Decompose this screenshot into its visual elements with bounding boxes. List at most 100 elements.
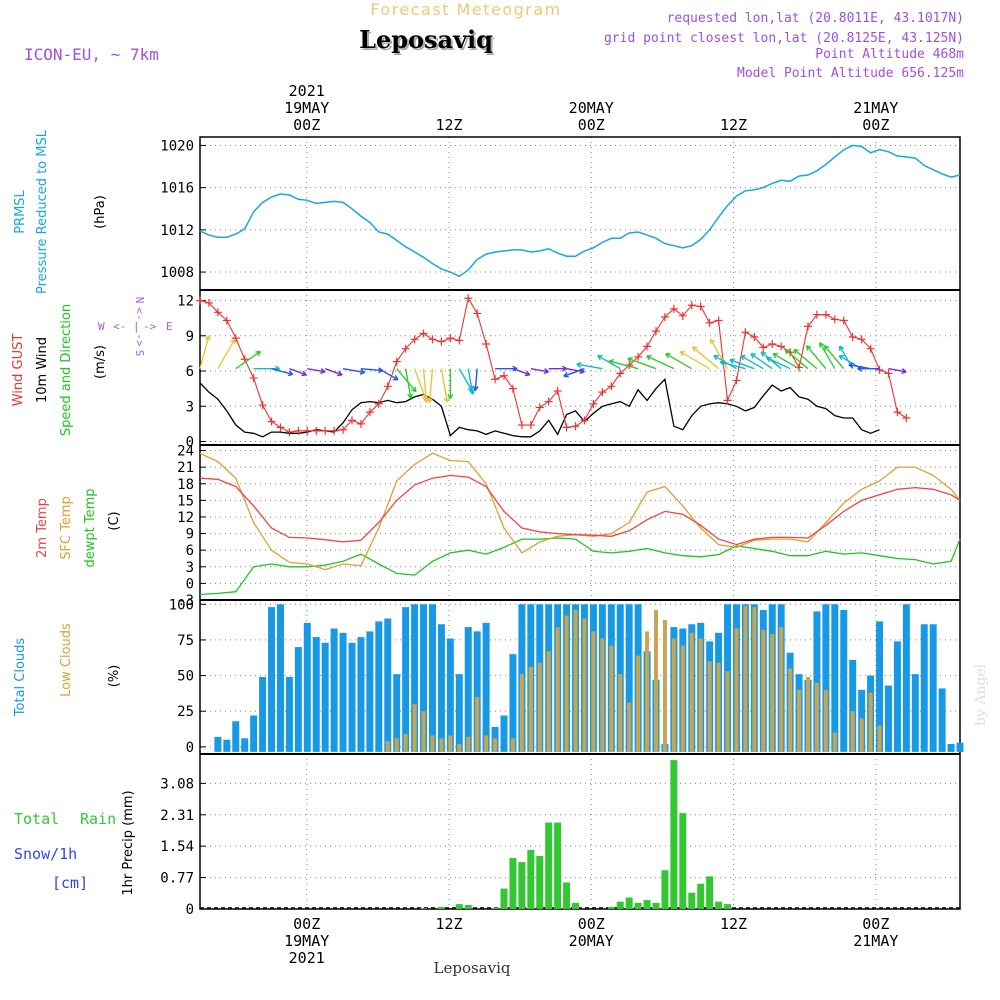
low-cloud-bar xyxy=(850,711,855,752)
low-cloud-bar xyxy=(475,696,480,752)
wind-arrow-head xyxy=(230,338,236,345)
low-cloud-bar xyxy=(618,674,623,752)
precip-ytick-label: 2.31 xyxy=(160,808,194,824)
wind-arrow-head xyxy=(665,352,671,359)
total-cloud-bar xyxy=(884,685,892,752)
wind-arrow xyxy=(608,360,639,370)
top-time-label: 12Z xyxy=(435,116,462,134)
model-altitude: Model Point Altitude 656.125m xyxy=(737,66,964,81)
wind-arrow-head xyxy=(839,345,845,352)
wind-arrow-head xyxy=(793,348,799,355)
gust-marker xyxy=(723,396,732,405)
gust-marker xyxy=(839,316,848,325)
low-cloud-bar xyxy=(403,734,408,752)
wind-arrow-head xyxy=(543,368,549,375)
gust-marker xyxy=(669,304,678,313)
rain-bar xyxy=(670,760,678,909)
gust-marker xyxy=(580,416,589,425)
low-cloud-bar xyxy=(662,619,667,752)
wind-arrow xyxy=(235,350,261,370)
gust-marker xyxy=(276,423,285,432)
rain-bar xyxy=(715,901,723,909)
gust-marker xyxy=(866,344,875,353)
compass-north: N xyxy=(133,297,146,304)
grid-point-coords: grid point closest lon,lat (20.8125E, 43… xyxy=(604,31,964,46)
gust-marker xyxy=(705,318,714,327)
plot-frame xyxy=(199,136,961,910)
total-cloud-bar xyxy=(464,627,472,752)
rain-bar xyxy=(563,882,571,909)
gust-marker xyxy=(696,302,705,311)
top-time-label: 00Z xyxy=(578,116,605,134)
rain-bar xyxy=(464,904,472,909)
low-cloud-bar xyxy=(600,638,605,752)
location-title: Leposaviq xyxy=(359,25,493,54)
precip-ytick-label: 1.54 xyxy=(160,839,194,855)
gust-marker xyxy=(267,417,276,426)
wind-arrow xyxy=(729,359,755,370)
pressure-units: (hPa) xyxy=(93,195,108,229)
wind-arrow-head xyxy=(563,371,569,378)
wind-ytick-label: 9 xyxy=(186,329,194,345)
low-cloud-bar xyxy=(591,631,596,752)
low-cloud-bar xyxy=(457,744,462,752)
pressure-ytick-label: 1012 xyxy=(160,223,194,239)
gust-marker xyxy=(562,423,571,432)
total-cloud-bar xyxy=(375,621,383,752)
total-cloud-bar xyxy=(223,739,231,752)
low-cloud-bar xyxy=(797,689,802,752)
wind-arrow xyxy=(750,353,773,370)
direction-title: Speed and Direction xyxy=(59,304,74,436)
gust-marker xyxy=(526,421,535,430)
pressure-title-long: Pressure Reduced to MSL xyxy=(35,129,50,294)
wind-arrow xyxy=(396,368,417,393)
wind-arrow-head xyxy=(750,353,756,359)
rain-bar xyxy=(518,862,526,909)
gust-marker xyxy=(741,328,750,337)
wind-arrow-head xyxy=(679,350,686,357)
wind-arrow xyxy=(740,355,764,370)
gust-marker xyxy=(830,315,839,324)
low-cloud-bar xyxy=(725,671,730,752)
temperature-ytick-label: 6 xyxy=(186,543,194,559)
total-cloud-bar xyxy=(911,674,919,752)
wind-arrow-head xyxy=(392,375,399,381)
top-time-label: 12Z xyxy=(720,116,747,134)
gust-marker xyxy=(643,342,652,351)
dew-title: dewpt Temp xyxy=(83,488,98,567)
wind-arrow-head xyxy=(729,358,735,364)
top-time-label: 19MAY xyxy=(284,99,329,117)
gust-marker xyxy=(678,311,687,320)
wind-arrow-head xyxy=(627,356,633,363)
gust-marker xyxy=(410,335,419,344)
gust-marker xyxy=(607,382,616,391)
clouds-ytick-label: 100 xyxy=(169,597,194,613)
total-cloud-bar xyxy=(428,604,436,752)
dewpoint-line xyxy=(199,537,961,596)
wind-arrow-head xyxy=(838,354,845,361)
svg-text:<-: <- xyxy=(133,307,146,320)
wind-ytick-label: 0 xyxy=(186,434,194,450)
total-cloud-bar xyxy=(330,628,338,752)
wind-arrow-head xyxy=(805,345,812,351)
low-cloud-bar xyxy=(627,702,632,752)
model-label: ICON-EU, ~ 7km xyxy=(24,45,159,64)
low-cloud-bar xyxy=(788,668,793,752)
low-cloud-bar xyxy=(823,689,828,752)
total-cloud-title: Total Clouds xyxy=(13,638,28,718)
compass-rose: N <- -> S W <- | -> E xyxy=(98,297,173,357)
low-cloud-bar xyxy=(636,655,641,752)
low-cloud-title: Low Clouds xyxy=(59,623,74,697)
requested-coords: requested lon,lat (20.8011E, 43.1017N) xyxy=(667,11,964,26)
wind-arrow xyxy=(428,368,434,403)
wind-ytick-label: 3 xyxy=(186,399,194,415)
sfc-temp-line xyxy=(199,452,961,571)
temperature-ytick-label: 15 xyxy=(177,493,194,509)
temperature-ytick-label: 3 xyxy=(186,560,194,576)
total-cloud-bar xyxy=(303,622,311,752)
gust-marker xyxy=(759,343,768,352)
top-time-label: 00Z xyxy=(862,116,889,134)
total-cloud-bar xyxy=(285,677,293,752)
wind-arrow xyxy=(378,368,399,381)
